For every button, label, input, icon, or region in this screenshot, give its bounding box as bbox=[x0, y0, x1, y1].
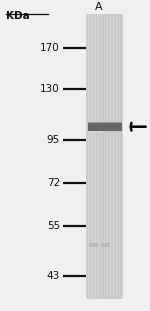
Bar bbox=[90, 14, 91, 299]
Bar bbox=[88, 124, 122, 132]
Bar bbox=[120, 14, 122, 299]
Text: 43: 43 bbox=[47, 271, 60, 281]
Bar bbox=[111, 14, 113, 299]
Bar bbox=[117, 14, 119, 299]
Bar bbox=[88, 122, 122, 130]
Bar bbox=[89, 243, 98, 247]
Text: 72: 72 bbox=[47, 178, 60, 188]
Bar bbox=[114, 14, 116, 299]
Bar bbox=[101, 243, 110, 247]
Bar bbox=[86, 14, 123, 299]
Text: KDa: KDa bbox=[6, 11, 30, 21]
Bar bbox=[88, 123, 122, 131]
Bar bbox=[108, 14, 110, 299]
Bar bbox=[99, 14, 100, 299]
Text: 170: 170 bbox=[40, 43, 60, 53]
Text: 55: 55 bbox=[47, 221, 60, 231]
Bar bbox=[93, 14, 94, 299]
Bar bbox=[102, 14, 104, 299]
Text: A: A bbox=[95, 2, 102, 12]
Text: 130: 130 bbox=[40, 84, 60, 94]
Text: 95: 95 bbox=[47, 135, 60, 145]
Bar bbox=[96, 14, 98, 299]
Bar bbox=[105, 14, 107, 299]
Bar bbox=[87, 14, 88, 299]
